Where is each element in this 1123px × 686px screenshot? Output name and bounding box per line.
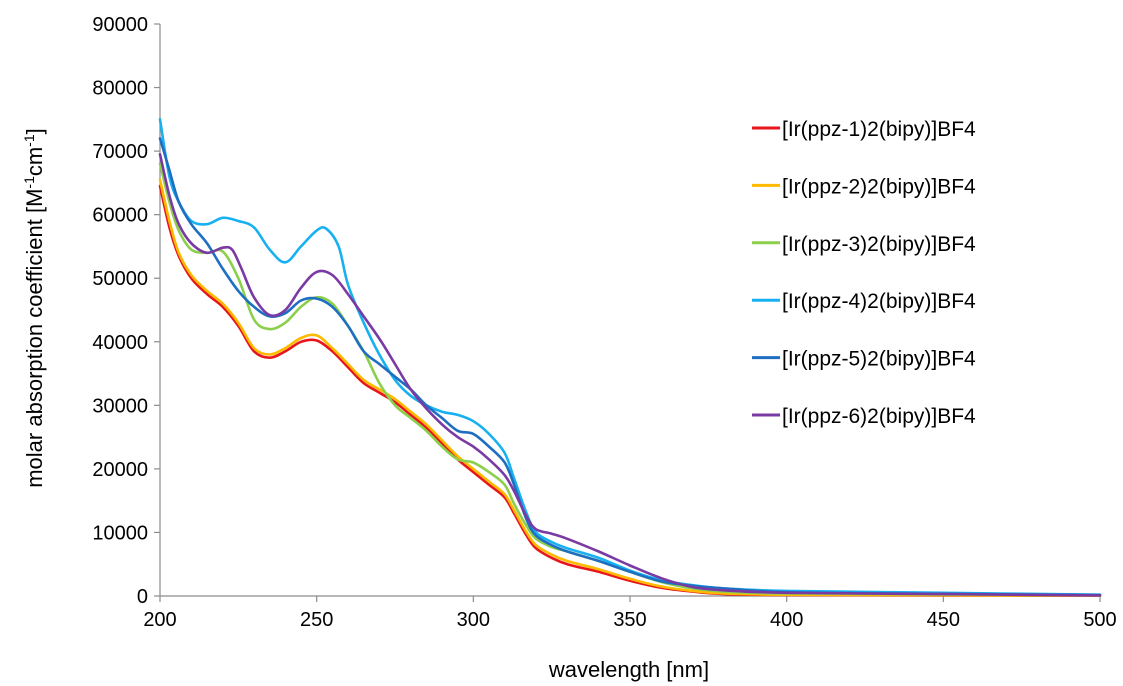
legend-entry: [Ir(ppz-1)2(bipy)]BF4 xyxy=(752,118,976,141)
x-tick-label: 350 xyxy=(613,609,646,631)
legend-label: [Ir(ppz-6)2(bipy)]BF4 xyxy=(782,405,976,428)
y-axis-title-part-3: ] xyxy=(22,128,47,134)
y-axis-title: molar absorption coefficient [M-1cm-1] xyxy=(21,128,47,488)
x-tick-label: 250 xyxy=(300,609,333,631)
x-tick-label: 400 xyxy=(770,609,803,631)
y-tick-label: 90000 xyxy=(92,14,148,36)
legend-label: [Ir(ppz-5)2(bipy)]BF4 xyxy=(782,348,976,371)
legend-label: [Ir(ppz-2)2(bipy)]BF4 xyxy=(782,175,976,198)
series-line-3 xyxy=(158,162,1102,597)
x-tick-label: 200 xyxy=(143,609,176,631)
y-tick-label: 50000 xyxy=(92,268,148,290)
series-line-2 xyxy=(158,178,1102,597)
series-layer xyxy=(158,118,1102,597)
y-axis-title-part-1: molar absorption coefficient [M xyxy=(22,189,47,488)
x-tick-label: 450 xyxy=(927,609,960,631)
legend-entry: [Ir(ppz-4)2(bipy)]BF4 xyxy=(752,290,976,313)
legend-entry: [Ir(ppz-5)2(bipy)]BF4 xyxy=(752,348,976,371)
x-axis: 200 250 300 350 400 450 500 xyxy=(143,595,1117,631)
y-tick-label: 0 xyxy=(137,586,148,608)
y-tick-label: 20000 xyxy=(92,459,148,481)
y-tick-label: 40000 xyxy=(92,332,148,354)
y-tick-label: 30000 xyxy=(92,395,148,417)
y-tick-label: 60000 xyxy=(92,205,148,227)
legend-label: [Ir(ppz-3)2(bipy)]BF4 xyxy=(782,233,976,256)
legend-label: [Ir(ppz-4)2(bipy)]BF4 xyxy=(782,290,976,313)
y-axis-title-part-2: cm xyxy=(22,147,47,176)
legend-entry: [Ir(ppz-3)2(bipy)]BF4 xyxy=(752,233,976,256)
legend: [Ir(ppz-1)2(bipy)]BF4 [Ir(ppz-2)2(bipy)]B… xyxy=(752,118,976,428)
x-tick-label: 300 xyxy=(457,609,490,631)
y-tick-label: 70000 xyxy=(92,141,148,163)
legend-entry: [Ir(ppz-6)2(bipy)]BF4 xyxy=(752,405,976,428)
y-axis-title-superscript-2: -1 xyxy=(21,134,37,147)
y-axis: 0 10000 20000 30000 40000 50000 60000 70000 8000… xyxy=(92,14,161,608)
x-tick-label: 500 xyxy=(1083,609,1116,631)
y-tick-label: 80000 xyxy=(92,78,148,100)
y-axis-title-superscript-1: -1 xyxy=(21,176,37,189)
series-line-5 xyxy=(158,137,1102,597)
legend-label: [Ir(ppz-1)2(bipy)]BF4 xyxy=(782,118,976,141)
x-axis-title: wavelength [nm] xyxy=(548,657,709,682)
legend-entry: [Ir(ppz-2)2(bipy)]BF4 xyxy=(752,175,976,198)
series-line-6 xyxy=(158,153,1102,597)
y-tick-label: 10000 xyxy=(92,522,148,544)
